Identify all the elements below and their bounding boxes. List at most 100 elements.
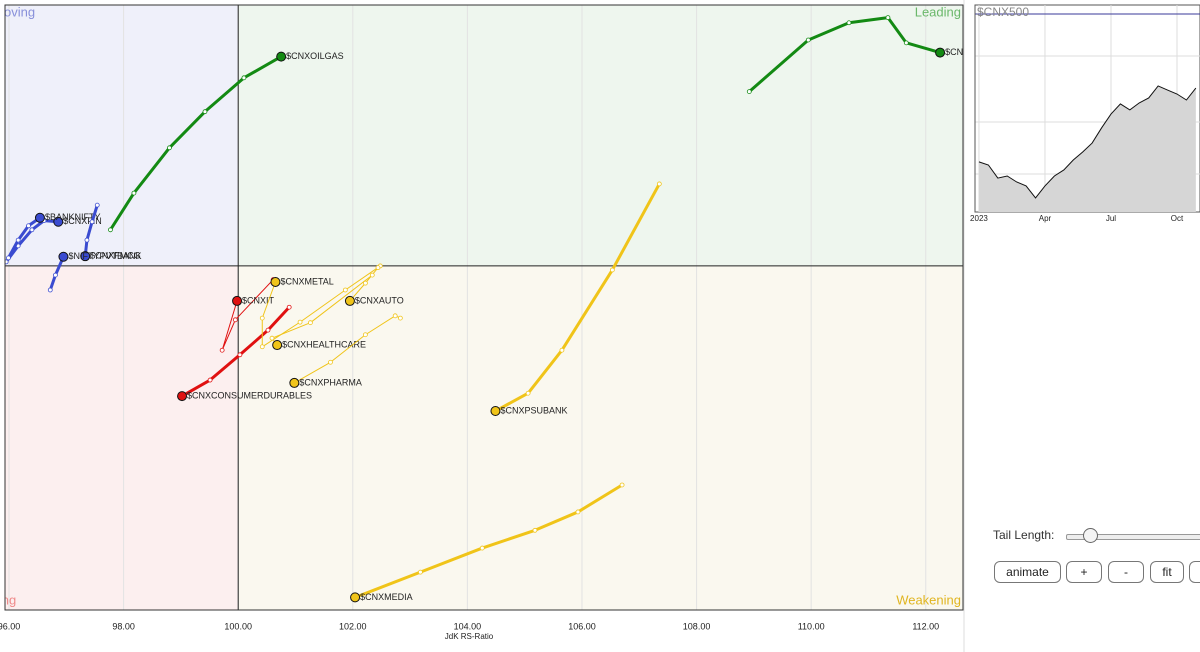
tail-point [237,352,243,358]
mini-area [978,85,1196,212]
quadrant-weakening [238,265,963,610]
x-axis-title: JdK RS-Ratio [445,632,494,641]
head-point [270,276,281,287]
control-button[interactable]: + [1066,561,1102,583]
tail-point [328,359,333,365]
tail-point [392,313,398,319]
plot-border [4,4,964,611]
tail-length-label: Tail Length: [993,528,1055,542]
tail-point [619,482,625,488]
tail-point [29,227,35,233]
quadrant-leading [238,5,963,266]
series-label: $BANKNIFTY [45,212,101,222]
series-label: $CNXMEDIA [360,592,413,602]
head-point [289,377,300,388]
x-tick-label: 100.00 [224,621,252,631]
button-cut[interactable] [1189,561,1200,583]
tail [353,483,624,599]
x-tick-label: Apr [1039,214,1052,223]
tail-point [15,237,21,243]
tail-point [94,202,100,208]
x-tick-label: 102.00 [339,621,367,631]
series-label: $CNXHEALTHCARE [282,339,366,349]
tail-point [5,259,9,265]
control-button[interactable]: animate [994,561,1061,583]
control-button[interactable]: - [1108,561,1144,583]
series-label: $NIFTYPVTBANK [68,251,141,261]
head-point [53,216,64,227]
tail [83,203,99,258]
tail-point [746,89,752,94]
tail-point [418,569,423,575]
x-tick-label: Oct [1171,214,1184,223]
tail-point [297,319,303,325]
quadrant-label: Leading [915,4,961,19]
head-point [177,391,188,402]
tail-point [479,545,485,551]
tail-point [232,317,238,323]
tail-point [47,287,53,293]
quadrant-improving [5,5,239,266]
tail [747,16,942,94]
tail-point [846,20,852,26]
tail-point [362,280,368,286]
head-point [276,51,287,62]
series-label: $CNXAUTO [355,295,404,305]
tail [108,55,283,232]
series-label: $CNXREALTY [945,47,1003,57]
x-tick-label: 108.00 [683,621,711,631]
tail [6,216,42,260]
tail-point [219,347,225,353]
tail-point [885,15,891,21]
mini-title: $CNX500 [977,5,1029,19]
tail-point [286,304,292,310]
slider-track[interactable] [1066,534,1200,540]
tail-point [84,237,90,243]
tail-point [307,320,313,326]
quadrant-label: Improving [0,4,35,19]
tail-point [53,272,58,278]
tail-point [259,344,265,350]
head-point [935,47,946,58]
tail-point [656,181,662,187]
tail-point [342,287,348,293]
slider-knob[interactable] [1083,528,1098,543]
x-tick-label: 112.00 [912,621,939,631]
tail-point [609,267,615,273]
control-button[interactable]: fit [1150,561,1184,583]
tail-point [241,75,247,81]
tail-point [397,315,403,321]
plot-area: Improving Leading Lagging Weakening $CNXREAL… [0,4,1003,610]
head-point [344,295,355,306]
tail-point [167,145,172,151]
tail-point [369,272,375,278]
tail [221,279,274,351]
tail-point [202,109,208,115]
x-tick-label: 96.00 [0,621,20,631]
series-label: $CNXPSUBANK [500,405,567,415]
head-point [58,251,69,262]
quadrant-label: Lagging [0,592,16,607]
tail-point [269,335,275,341]
tail-point [575,509,581,515]
head-point [350,592,361,603]
x-tick-label: 104.00 [454,621,482,631]
series-label: $CNXFMCG [90,251,141,261]
x-tick-label: 98.00 [112,621,135,631]
tail-point [207,377,213,383]
head-point [232,295,243,306]
tail-point [525,390,531,396]
series-label: $CNXIT [242,295,275,305]
x-tick-label: Jul [1106,214,1116,223]
head-point [80,251,91,262]
tail-point [559,347,565,353]
tail-point [131,190,137,196]
tail-point [108,227,113,233]
tail-point [259,315,265,321]
x-tick-label: 106.00 [568,621,596,631]
head-point [272,340,283,351]
tail-point [6,255,11,261]
tail-point [26,223,31,229]
